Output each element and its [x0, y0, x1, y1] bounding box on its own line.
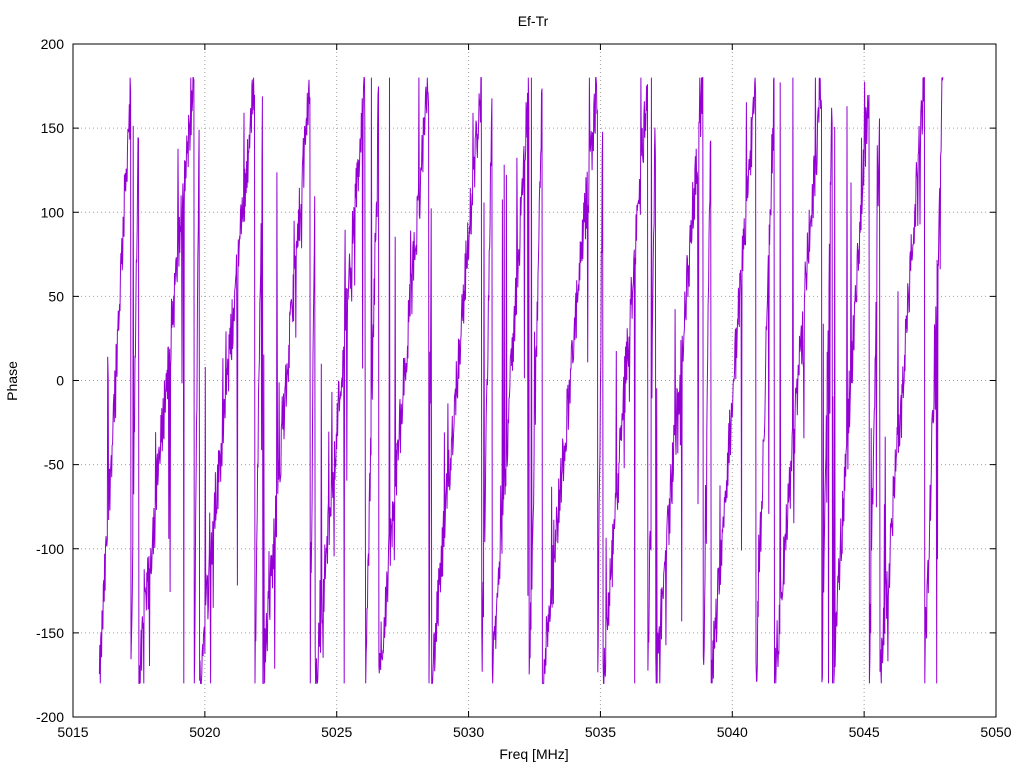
y-tick-label: -50 — [44, 457, 64, 473]
chart-title: Ef-Tr — [518, 13, 549, 29]
x-tick-label: 5025 — [321, 724, 352, 740]
x-tick-label: 5015 — [57, 724, 88, 740]
series-layer — [98, 77, 944, 684]
x-tick-label: 5040 — [717, 724, 748, 740]
y-tick-label: 50 — [48, 288, 64, 304]
x-tick-label: 5035 — [585, 724, 616, 740]
y-tick-label: 200 — [41, 36, 65, 52]
phase-series-line — [98, 77, 944, 684]
x-tick-label: 5030 — [453, 724, 484, 740]
y-axis-label: Phase — [4, 361, 20, 401]
y-tick-label: 0 — [56, 373, 64, 389]
y-tick-label: 100 — [41, 204, 65, 220]
x-tick-labels: 5015 5020 5025 5030 5035 5040 5045 5050 — [57, 724, 1011, 740]
x-tick-label: 5020 — [189, 724, 220, 740]
y-tick-label: -150 — [36, 625, 64, 641]
tick-marks — [72, 43, 997, 718]
y-tick-label: -100 — [36, 541, 64, 557]
y-tick-labels: -200 -150 -100 -50 0 50 100 150 200 — [36, 36, 64, 725]
y-tick-label: 150 — [41, 120, 65, 136]
x-axis-label: Freq [MHz] — [499, 746, 568, 762]
y-tick-label: -200 — [36, 709, 64, 725]
x-tick-label: 5045 — [849, 724, 880, 740]
x-tick-label: 5050 — [980, 724, 1011, 740]
